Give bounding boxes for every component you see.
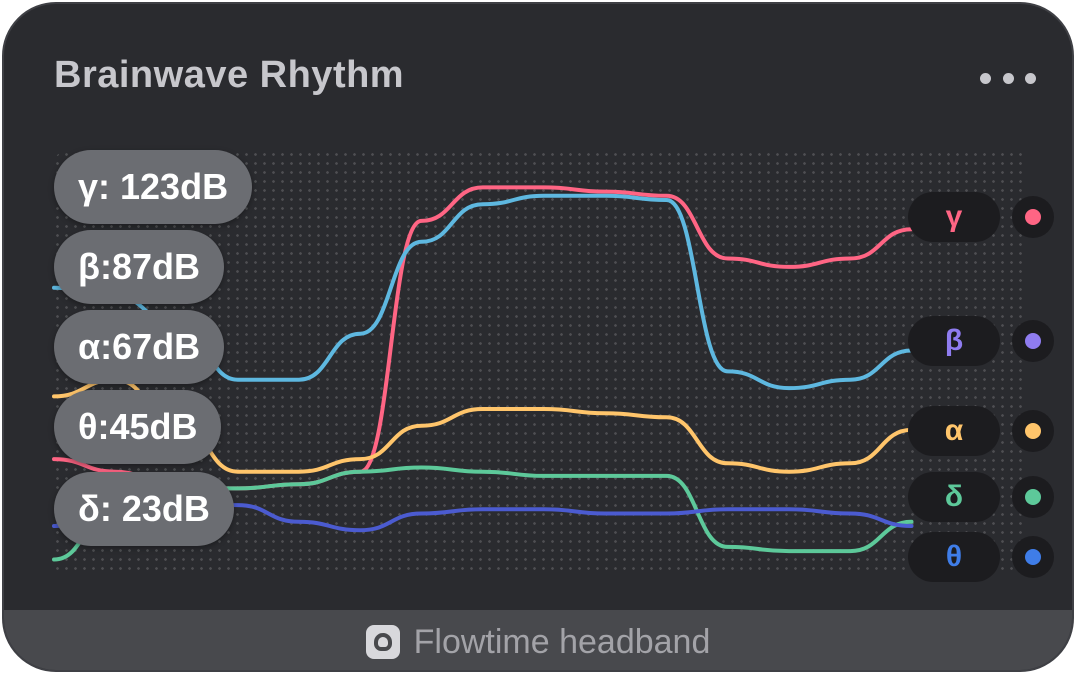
legend-tag-alpha: α [908, 406, 1000, 456]
more-options-icon[interactable] [980, 66, 1036, 90]
legend-tag-delta: δ [908, 472, 1000, 522]
legend-tag-beta: β [908, 316, 1000, 366]
legend-tag-theta: θ [908, 532, 1000, 582]
legend-dot-delta [1012, 476, 1054, 518]
readout-theta: θ:45dB [54, 390, 222, 464]
legend-dot-theta [1012, 536, 1054, 578]
headband-icon [365, 625, 400, 659]
legend-dot-beta [1012, 320, 1054, 362]
readout-alpha: α:67dB [54, 310, 225, 384]
device-footer: Flowtime headband [4, 610, 1072, 670]
readout-gamma: γ: 123dB [54, 150, 253, 224]
widget-title: Brainwave Rhythm [54, 54, 405, 96]
legend-dot-gamma [1012, 196, 1054, 238]
readout-beta: β:87dB [54, 230, 224, 304]
readout-delta: δ: 23dB [54, 472, 234, 546]
legend-tag-gamma: γ [908, 192, 1000, 242]
device-name: Flowtime headband [413, 622, 711, 661]
legend-dot-alpha [1012, 410, 1054, 452]
